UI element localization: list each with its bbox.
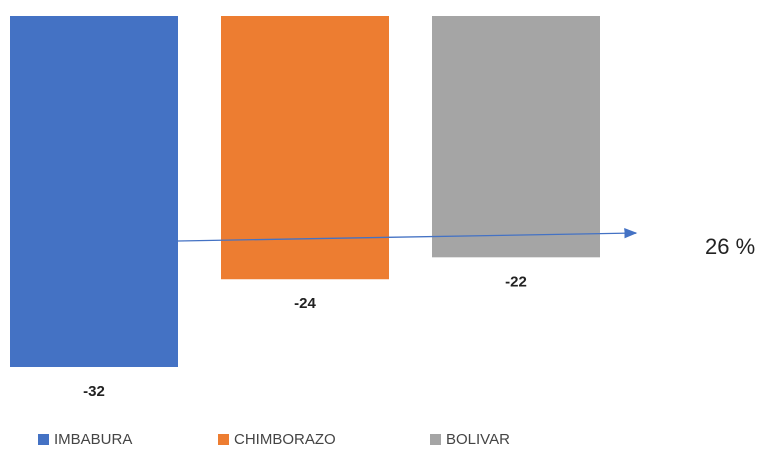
- legend-label: BOLIVAR: [446, 431, 510, 448]
- data-label: -24: [294, 295, 316, 312]
- trend-arrow: [177, 228, 638, 242]
- annotation: 26 %: [705, 234, 755, 259]
- legend-label: CHIMBORAZO: [234, 431, 336, 448]
- bar: [10, 16, 178, 367]
- data-label: -32: [83, 383, 105, 400]
- legend-swatch: [38, 434, 49, 445]
- data-label: -22: [505, 273, 527, 290]
- legend-label: IMBABURA: [54, 431, 132, 448]
- legend-swatch: [430, 434, 441, 445]
- legend-swatch: [218, 434, 229, 445]
- bar: [221, 16, 389, 280]
- bar: [432, 16, 600, 258]
